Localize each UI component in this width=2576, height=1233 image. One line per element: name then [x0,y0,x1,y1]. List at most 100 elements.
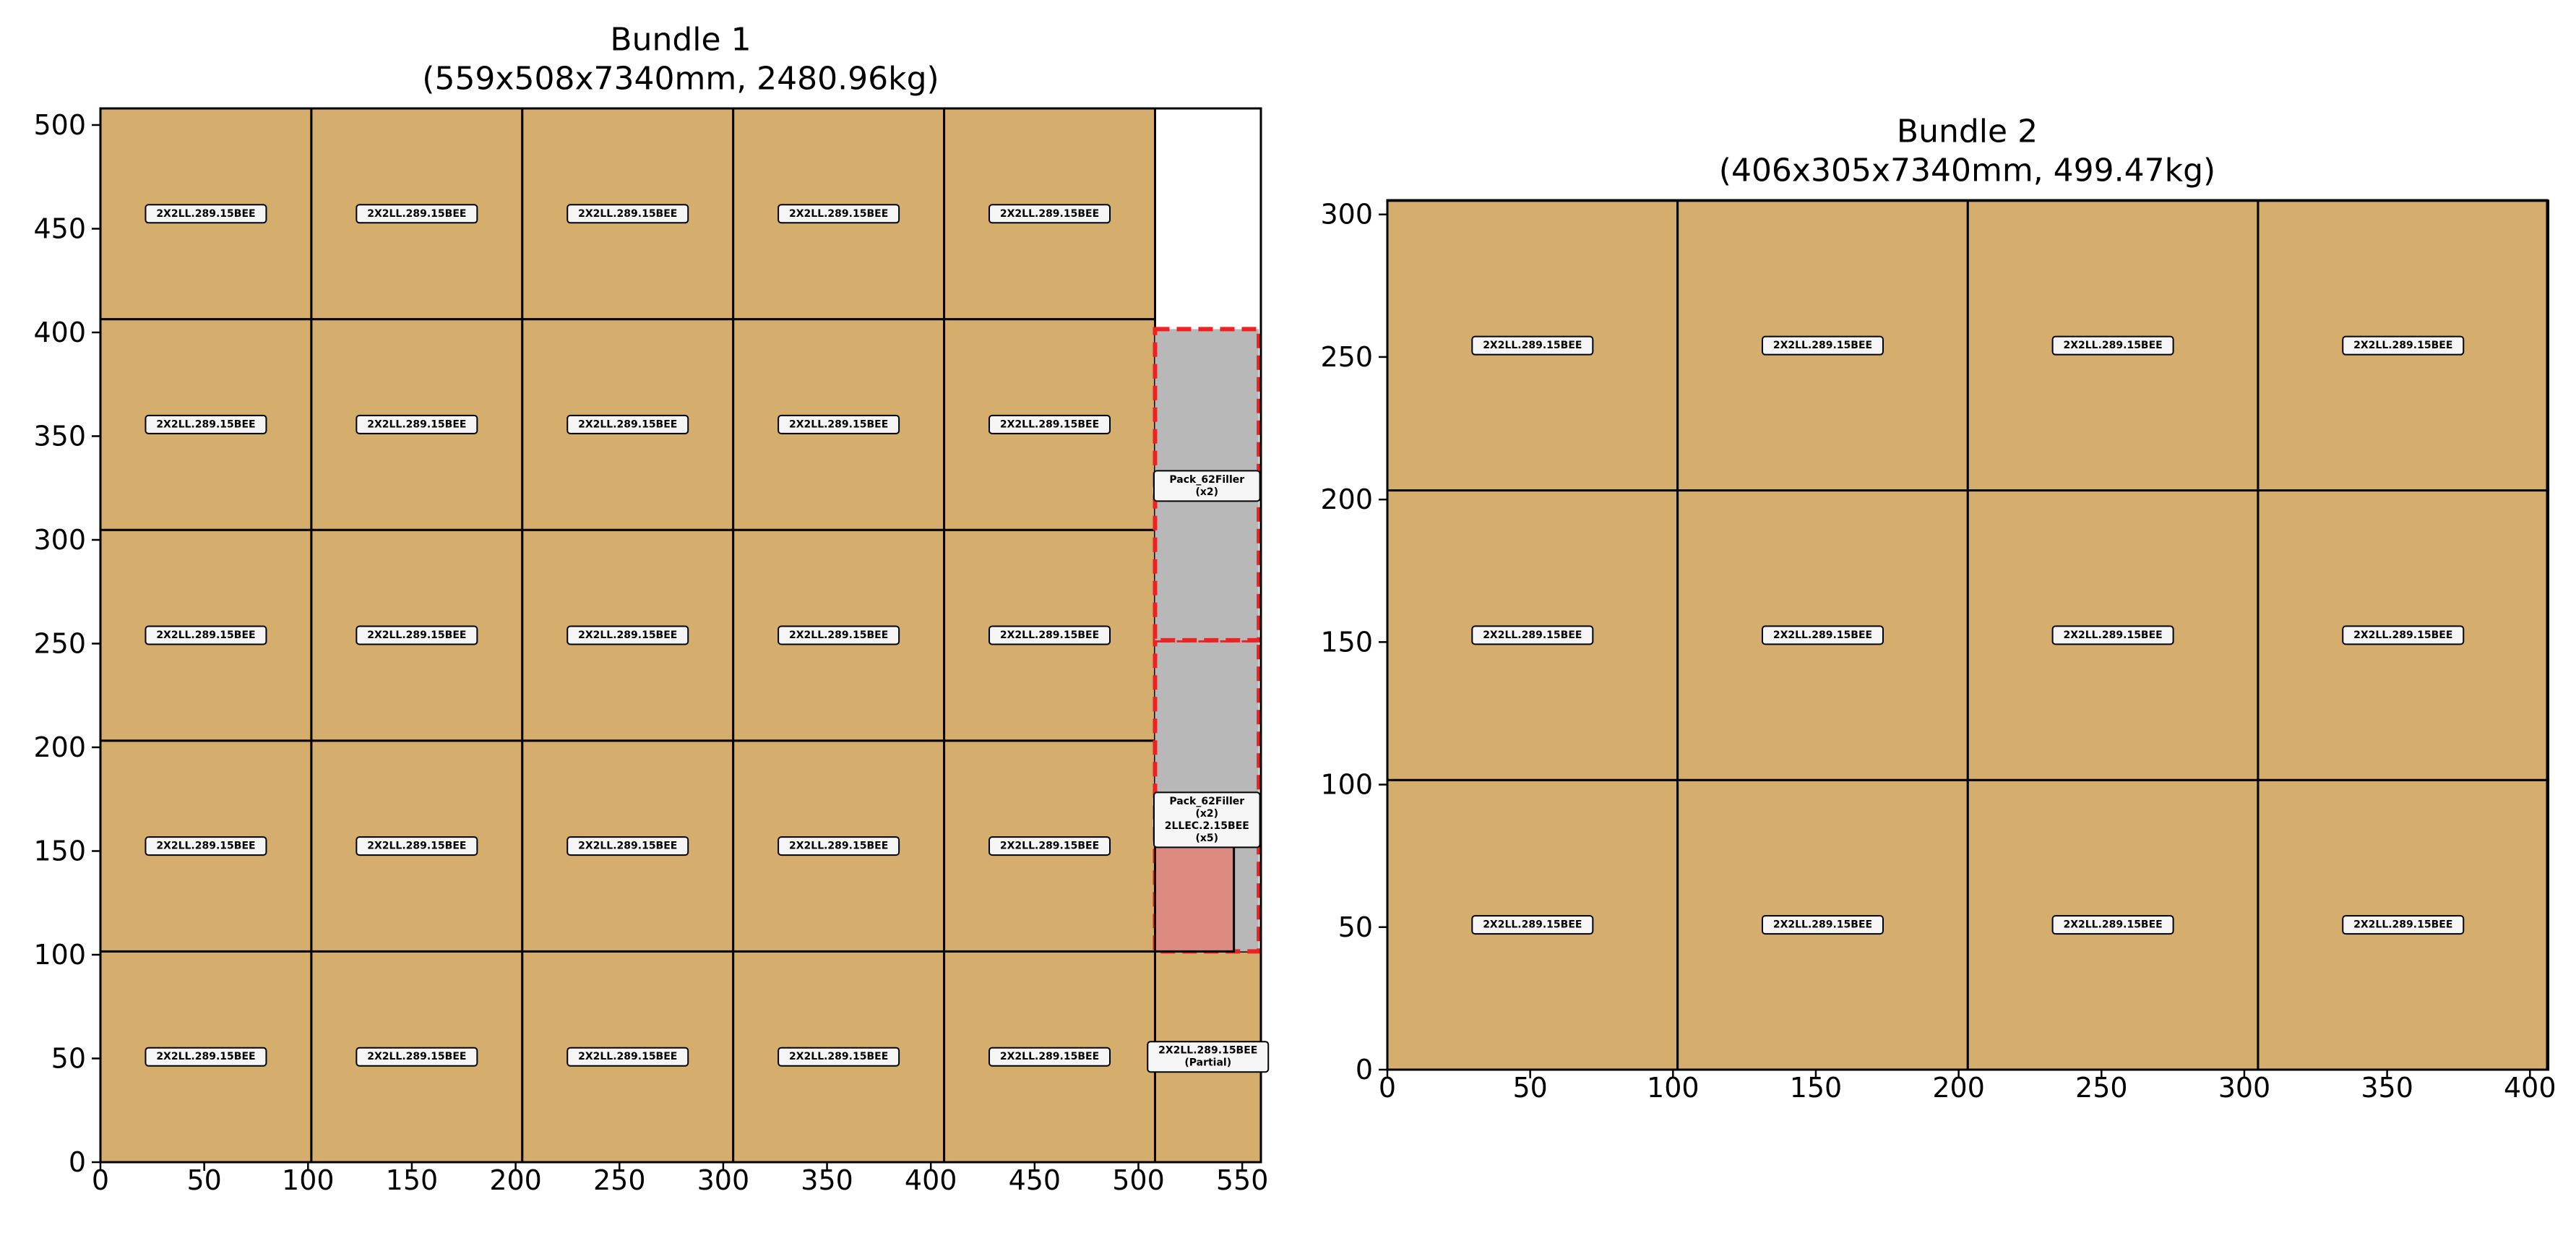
y-tick-label: 250 [33,627,86,659]
y-tick-label: 400 [33,317,86,348]
board-label-box [1761,625,1884,645]
board-label-box [567,204,689,224]
board-label: 2X2LL.289.15BEE (Partial) [1158,1045,1257,1069]
board-label-box [1471,625,1594,645]
board-label: 2X2LL.289.15BEE [1000,208,1099,220]
x-tick-label: 500 [1112,1164,1165,1196]
board-label: 2X2LL.289.15BEE [2063,919,2162,931]
x-tick-label: 0 [92,1164,109,1196]
x-tick-label: 350 [801,1164,853,1196]
board-label: 2X2LL.289.15BEE [2063,630,2162,641]
board-label-box [145,836,267,856]
board-label: 2X2LL.289.15BEE [156,208,255,220]
x-tick-label: 300 [2218,1072,2271,1104]
x-tick-label: 550 [1216,1164,1269,1196]
board-label: 2X2LL.289.15BEE [367,630,466,641]
board-label-box [2342,335,2465,356]
board-label: 2X2LL.289.15BEE [1773,340,1872,351]
board-label: 2X2LL.289.15BEE [789,630,888,641]
board-label: 2X2LL.289.15BEE [789,208,888,220]
board-label-box [2051,625,2174,645]
board-label: 2X2LL.289.15BEE [789,841,888,852]
y-tick-label: 50 [51,1042,86,1074]
board-label: 2X2LL.289.15BEE [578,418,677,430]
x-tick-label: 50 [186,1164,221,1196]
board-label: 2X2LL.289.15BEE [1000,418,1099,430]
board-label: 2X2LL.289.15BEE [789,418,888,430]
board-label-box [1471,335,1594,356]
board-label-box [2342,915,2465,935]
x-tick-label: 150 [386,1164,439,1196]
board-label-box [777,1047,900,1067]
y-tick-label: 0 [69,1146,86,1178]
board-label: 2X2LL.289.15BEE [156,630,255,641]
board-label: 2X2LL.289.15BEE [156,1051,255,1062]
board-label-box [2342,625,2465,645]
edge-piece [1153,844,1236,953]
board-label-box [2051,335,2174,356]
board-label-box [145,625,267,645]
board-piece [1676,778,1969,1071]
board-label: 2X2LL.289.15BEE [1000,841,1099,852]
y-tick-label: 200 [1320,484,1373,515]
axes-frame [1386,199,2549,1071]
board-label: 2X2LL.289.15BEE [1000,1051,1099,1062]
chart-title: Bundle 2 (406x305x7340mm, 499.47kg) [1719,113,2215,189]
board-label-box [356,1047,478,1067]
board-label: 2X2LL.289.15BEE [367,841,466,852]
board-label-box [777,414,900,434]
board-label: 2X2LL.289.15BEE [578,630,677,641]
x-tick-label: 100 [282,1164,335,1196]
board-label-box [567,625,689,645]
board-label-box [356,625,478,645]
board-label: 2X2LL.289.15BEE [1000,630,1099,641]
board-label-box [988,1047,1111,1067]
board-label: 2X2LL.289.15BEE [789,1051,888,1062]
x-tick-label: 150 [1790,1072,1843,1104]
filler-label: Pack_62Filler (x2) [1169,474,1244,498]
x-tick-label: 250 [593,1164,646,1196]
board-label-box [356,836,478,856]
board-label: 2X2LL.289.15BEE [578,841,677,852]
bundle-1-panel: 2X2LL.289.15BEE 2X2LL.289.15BEE 2X2LL.289.… [33,22,1270,1196]
board-label: 2X2LL.289.15BEE [2353,630,2452,641]
board-label-box [1761,335,1884,356]
board-label-box [1761,915,1884,935]
y-tick-label: 100 [1320,769,1373,801]
filler-label-box [1153,791,1261,849]
board-label: 2X2LL.289.15BEE [578,208,677,220]
filler-label: Pack_62Filler (x2) 2LLEC.2.15BEE (x5) [1165,796,1249,844]
board-label-box [356,204,478,224]
board-label: 2X2LL.289.15BEE [2353,919,2452,931]
board-label-box [777,625,900,645]
x-tick-label: 300 [697,1164,750,1196]
board-label-box [145,1047,267,1067]
board-label-box [567,1047,689,1067]
board-label: 2X2LL.289.15BEE [2353,340,2452,351]
x-tick-label: 450 [1009,1164,1061,1196]
filler-label-box [1153,470,1261,502]
board-label-box [145,414,267,434]
board-label-box [356,414,478,434]
board-label-box [567,414,689,434]
y-tick-label: 350 [33,420,86,452]
axes-frame [99,107,1262,1164]
board-label: 2X2LL.289.15BEE [1773,630,1872,641]
board-label-box [988,625,1111,645]
y-tick-label: 250 [1320,341,1373,373]
board-label: 2X2LL.289.15BEE [367,1051,466,1062]
x-tick-label: 100 [1647,1072,1700,1104]
y-tick-label: 150 [33,835,86,867]
board-label-box [567,836,689,856]
board-label-box [777,836,900,856]
x-tick-label: 200 [489,1164,542,1196]
board-label-box [1471,915,1594,935]
board-label: 2X2LL.289.15BEE [1773,919,1872,931]
y-tick-label: 100 [33,939,86,971]
x-tick-label: 400 [2504,1072,2556,1104]
board-label-box [777,204,900,224]
chart-title: Bundle 1 (559x508x7340mm, 2480.96kg) [422,22,939,98]
x-tick-label: 200 [1932,1072,1985,1104]
board-label: 2X2LL.289.15BEE [1483,919,1582,931]
